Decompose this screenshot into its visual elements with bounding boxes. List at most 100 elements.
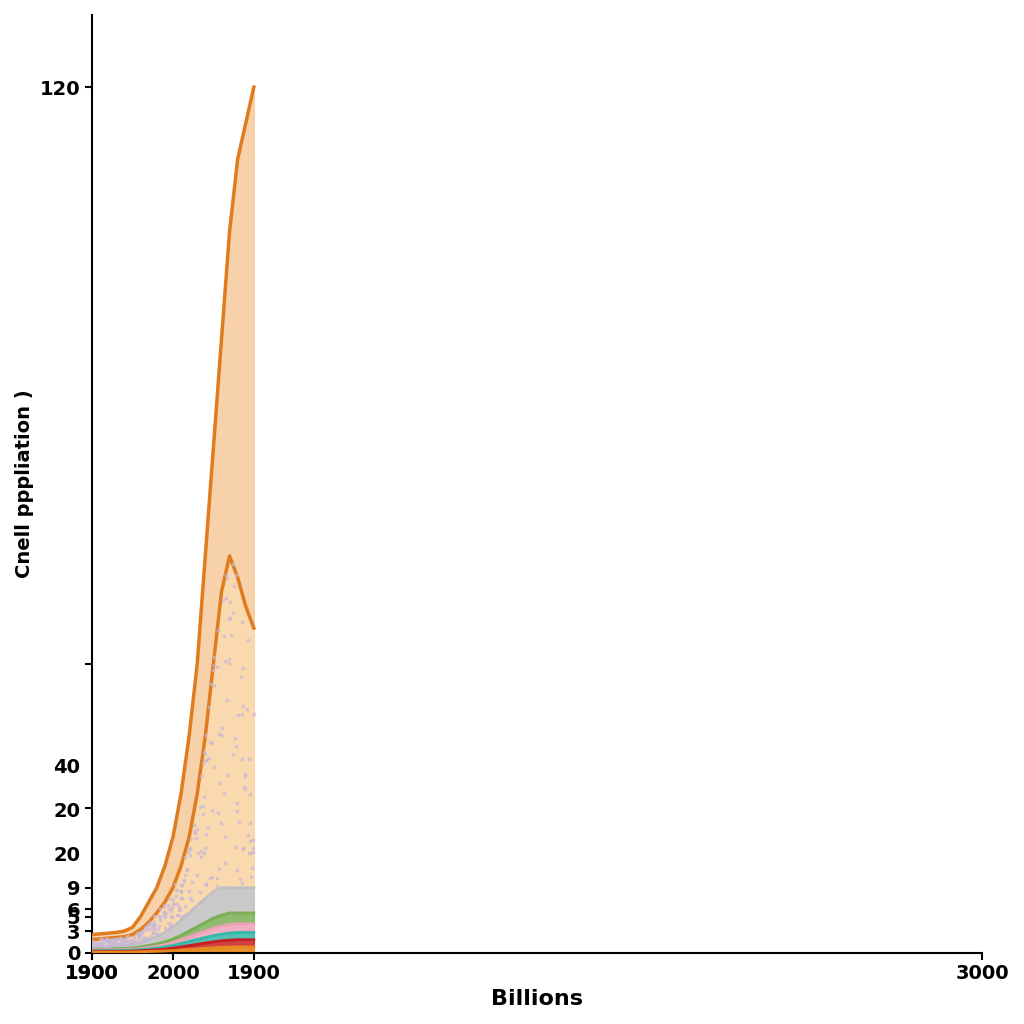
Point	[114, 934, 130, 950]
Point	[228, 566, 245, 583]
Point	[133, 934, 150, 950]
Point	[123, 932, 139, 948]
Point	[130, 927, 146, 943]
Point	[137, 930, 154, 946]
Point	[176, 873, 193, 890]
Point	[126, 933, 142, 949]
Point	[139, 916, 156, 933]
Point	[156, 899, 172, 915]
Point	[91, 936, 108, 952]
Y-axis label: Cnell pppliation ): Cnell pppliation )	[15, 389, 34, 579]
Point	[133, 925, 150, 941]
Point	[142, 928, 159, 944]
Point	[233, 751, 250, 767]
Point	[157, 909, 173, 926]
Point	[234, 840, 251, 856]
Point	[193, 768, 209, 784]
Point	[245, 844, 261, 860]
Point	[167, 888, 183, 904]
Point	[193, 894, 209, 910]
Point	[184, 899, 201, 915]
Point	[106, 937, 123, 953]
Point	[211, 726, 227, 742]
Point	[96, 937, 113, 953]
Point	[151, 908, 167, 925]
Point	[214, 720, 230, 736]
Point	[117, 933, 133, 949]
Point	[118, 929, 134, 945]
Point	[243, 868, 259, 885]
Point	[129, 927, 145, 943]
Point	[173, 878, 189, 894]
Point	[201, 750, 217, 766]
Point	[85, 937, 101, 953]
Point	[168, 882, 184, 898]
Point	[234, 659, 251, 676]
Point	[106, 931, 123, 947]
Point	[242, 751, 258, 767]
Point	[196, 756, 212, 772]
Point	[231, 870, 248, 887]
Point	[198, 752, 214, 768]
Point	[202, 869, 218, 886]
Point	[171, 900, 187, 916]
Point	[228, 862, 245, 879]
Point	[144, 925, 161, 941]
Point	[209, 659, 225, 676]
Point	[123, 934, 139, 950]
Point	[181, 841, 198, 857]
Point	[85, 938, 101, 954]
Point	[112, 930, 128, 946]
Point	[145, 914, 162, 931]
Point	[124, 932, 140, 948]
Point	[198, 826, 214, 843]
Point	[196, 806, 212, 822]
Point	[217, 652, 233, 669]
Point	[102, 935, 119, 951]
Point	[171, 901, 187, 918]
Point	[177, 867, 194, 884]
Point	[196, 798, 212, 814]
Point	[229, 803, 246, 819]
Point	[169, 907, 185, 924]
Point	[113, 930, 129, 946]
Point	[234, 841, 251, 857]
Point	[182, 830, 199, 847]
Point	[127, 934, 143, 950]
Point	[93, 936, 110, 952]
Point	[201, 698, 217, 715]
Point	[224, 745, 241, 762]
Point	[203, 676, 219, 692]
Point	[150, 921, 166, 937]
Point	[132, 927, 148, 943]
Point	[197, 845, 213, 861]
Point	[219, 692, 236, 709]
Point	[224, 556, 241, 572]
Point	[156, 906, 172, 923]
Point	[242, 815, 258, 831]
Point	[92, 937, 109, 953]
Point	[200, 819, 216, 836]
Point	[229, 708, 246, 724]
Point	[210, 622, 226, 638]
Point	[246, 706, 262, 722]
Point	[245, 833, 261, 849]
Point	[184, 873, 201, 890]
Point	[106, 935, 123, 951]
Point	[152, 918, 168, 934]
Point	[120, 928, 136, 944]
Point	[167, 876, 183, 892]
Point	[240, 632, 256, 648]
Point	[126, 929, 142, 945]
Point	[186, 816, 203, 833]
Point	[186, 824, 203, 841]
Point	[196, 788, 212, 805]
Point	[137, 933, 154, 949]
Point	[241, 826, 257, 843]
Point	[139, 930, 156, 946]
Point	[181, 847, 198, 863]
Point	[213, 815, 229, 831]
Point	[206, 656, 222, 673]
Point	[156, 908, 172, 925]
Point	[243, 845, 259, 861]
